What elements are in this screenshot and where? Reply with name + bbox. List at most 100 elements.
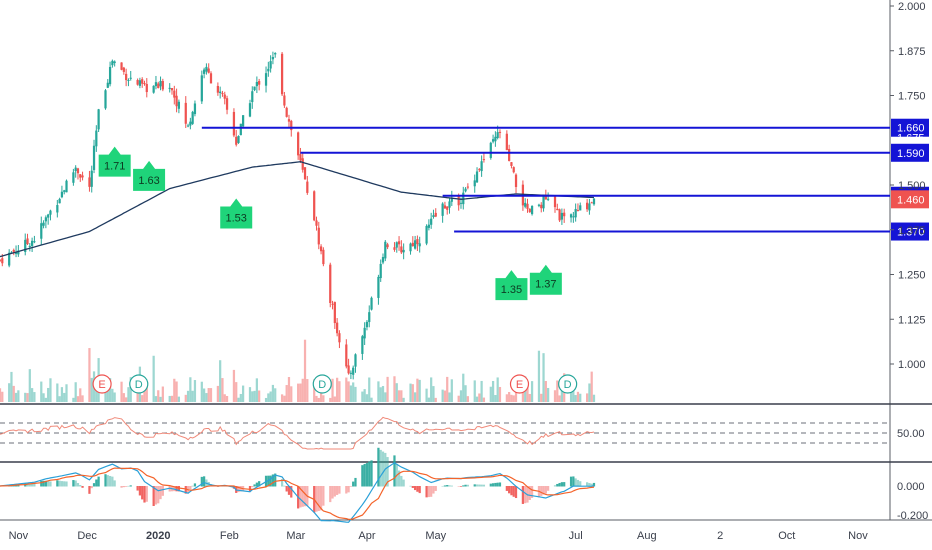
candle-body [111,60,114,66]
volume-bar [56,383,59,402]
time-axis-tick-label: Aug [637,530,657,542]
volume-bar [393,376,396,402]
level-price-tag-label: 1.590 [897,148,925,160]
macd-histogram-bar [81,486,84,488]
macd-histogram-bar [489,483,492,487]
volume-bar [274,388,277,402]
rsi-axis-tick: 50.00 [897,428,925,440]
candle-body [65,180,68,193]
macd-histogram-bar [544,486,547,494]
candle-body [354,354,357,367]
candle-body [143,83,146,85]
candle-body [590,202,593,204]
price-axis-tick-label: 1.500 [898,180,926,192]
volume-bar [33,392,36,402]
level-price-tag [891,222,929,241]
volume-bar [379,387,382,402]
event-marker-label: E [98,379,105,391]
macd-histogram-bar [88,486,91,494]
time-axis[interactable]: Nov Dec 2020 Feb Mar Apr May Jul Aug 2 Oct Nov [9,530,869,542]
volume-bar [264,397,268,402]
candle-body [478,169,481,171]
volume-bar [28,369,31,402]
volume-bar [141,395,144,402]
candle-body [336,322,339,334]
volume-bar [26,393,29,402]
candle-body [306,181,309,193]
volume-bar [512,395,515,402]
macd-histogram-bar [40,480,43,487]
volume-bar [258,390,261,402]
last-price-tag-label: 1.460 [897,194,925,206]
candle-body [120,62,123,70]
macd-histogram-bar [56,480,59,487]
candle-body [443,205,447,209]
candle-body [313,191,316,221]
volume-bar [193,380,197,402]
candle-body [88,177,91,187]
candle-body [579,205,582,211]
price-candles[interactable] [0,51,596,380]
volume-bar [592,394,596,402]
macd-histogram-bar [92,483,96,487]
candle-body [512,167,515,173]
time-axis-tick-label: Mar [286,530,305,542]
volume-bar [496,377,499,402]
event-marker-label: E [516,379,523,391]
volume-bar [241,385,245,402]
volume-bar [108,378,112,402]
volume-bar [434,397,437,402]
candle-body [205,66,208,72]
volume-bar [397,390,401,402]
candle-body [409,243,412,252]
macd-histogram-bar [588,483,591,487]
candle-body [338,333,341,343]
macd-signal-line [0,467,595,520]
candle-body [97,109,100,130]
time-axis-tick-label: Jul [569,530,583,542]
macd-histogram-bar [30,483,34,487]
macd-histogram-bar [76,482,80,487]
macd-histogram-bar [416,486,419,492]
time-axis-tick-label: Feb [220,530,239,542]
candle-body [508,148,511,161]
price-axis-tick-label: 1.000 [898,359,926,371]
volume-bar [459,390,463,402]
candle-body [365,321,369,328]
candle-body [425,225,428,244]
volume-bar [157,390,160,402]
candle-body [63,190,66,192]
candle-body [322,249,325,265]
macd-histogram-bar [563,482,566,487]
candle-body [232,111,236,136]
macd-histogram-bar [443,485,447,487]
candle-body [274,53,277,55]
candle-body [74,167,77,172]
dividend-marker [129,374,149,394]
macd-histogram-bar [540,486,543,496]
candle-body [175,95,178,107]
volume-bar [432,386,435,402]
macd-histogram-bar [402,479,405,487]
candle-body [491,139,495,142]
candle-body [248,103,252,117]
volume-bar [317,397,320,402]
macd-histogram-bar [338,486,341,494]
time-axis-tick-label: May [425,530,446,542]
macd-histogram-bar [574,478,577,487]
price-axis[interactable]: 2.000 1.875 1.750 1.500 1.375 1.250 1.125 1.000 [890,1,926,371]
volume-bar [430,377,433,402]
candle-body [253,86,256,91]
candle-body [524,202,527,207]
candle-body [81,175,84,178]
candle-body [47,214,50,218]
macd-histogram-bar [508,486,511,494]
candle-body [125,73,128,81]
candle-body [413,240,417,249]
candle-body [0,259,2,261]
volume-bar [466,396,469,402]
candle-body [556,208,559,211]
